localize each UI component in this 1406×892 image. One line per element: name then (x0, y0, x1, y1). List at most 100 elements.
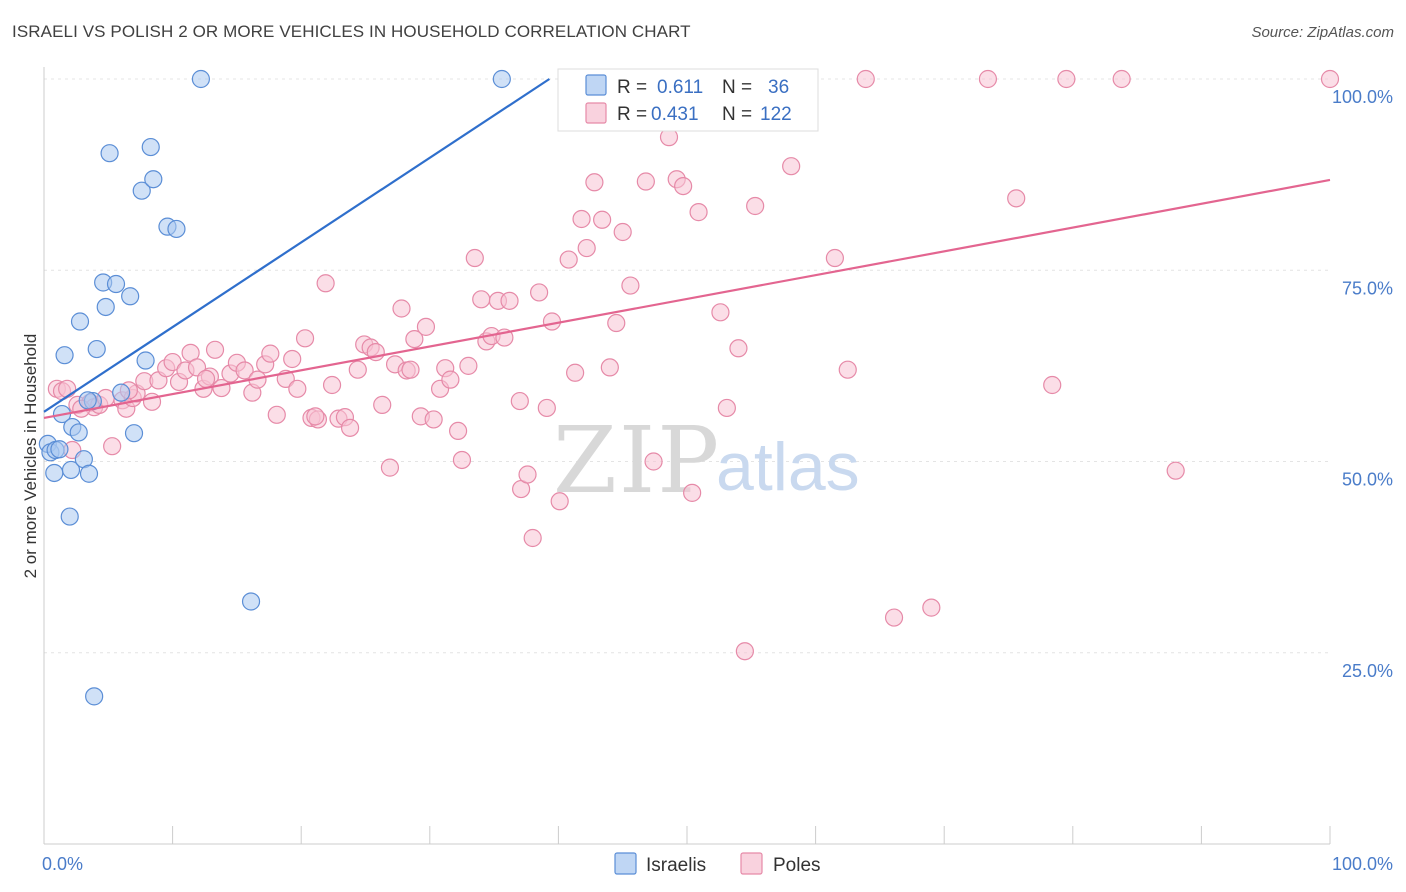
poles-point (550, 492, 569, 511)
legend-n-label-israelis: N = (722, 77, 752, 98)
poles-point (711, 303, 730, 322)
israelis-point (132, 181, 151, 200)
poles-point (401, 360, 420, 379)
israelis-point (121, 287, 140, 306)
legend-r-value-israelis: 0.611 (657, 77, 703, 98)
israelis-point (61, 460, 81, 480)
israelis-point (50, 440, 69, 459)
poles-point (235, 361, 254, 380)
israelis-point (124, 424, 144, 443)
x-tick-label: 0.0% (42, 854, 83, 874)
watermark-atlas: atlas (716, 429, 860, 505)
poles-point (856, 69, 875, 89)
poles-point (416, 317, 436, 336)
bottom-legend-swatch-poles (740, 852, 763, 875)
series-legend: Israelis Poles (614, 852, 821, 876)
y-tick-label: 100.0% (1332, 87, 1393, 107)
x-tick-labels: 0.0% 100.0% (42, 854, 1393, 874)
israelis-point (87, 339, 106, 359)
poles-point (838, 360, 857, 379)
poles-point (922, 598, 941, 617)
israelis-point (45, 463, 64, 483)
poles-point (163, 352, 182, 372)
x-tick-label: 100.0% (1332, 854, 1393, 874)
poles-point (405, 330, 424, 349)
poles-point (500, 291, 519, 310)
poles-point (518, 465, 537, 484)
poles-point (523, 528, 542, 548)
poles-point (452, 450, 472, 470)
israelis-point (167, 219, 186, 239)
poles-point (1112, 69, 1131, 89)
poles-point (674, 177, 693, 196)
y-tick-label: 50.0% (1342, 470, 1393, 490)
chart-source: Source: ZipAtlas.com (1251, 24, 1394, 41)
y-tick-labels: 100.0% 75.0% 50.0% 25.0% (1332, 87, 1393, 681)
poles-point (537, 398, 556, 418)
israelis-point (191, 69, 210, 89)
poles-point (559, 250, 578, 269)
chart-title: ISRAELI VS POLISH 2 OR MORE VEHICLES IN … (12, 22, 691, 41)
poles-point (261, 344, 280, 363)
legend-r-label-israelis: R = (617, 77, 647, 98)
poles-point (295, 329, 315, 348)
poles-point (283, 349, 302, 369)
poles-point (340, 418, 360, 437)
poles-point (103, 437, 122, 456)
poles-point (380, 458, 400, 477)
poles-point (572, 209, 591, 229)
poles-point (729, 339, 748, 358)
poles-point (746, 196, 765, 216)
poles-point (348, 360, 367, 379)
poles-point (212, 378, 231, 398)
poles-point (577, 238, 596, 258)
poles-point (1007, 189, 1026, 208)
israelis-point (78, 391, 97, 410)
bottom-legend-label-poles: Poles (773, 855, 821, 876)
israelis-point (60, 507, 79, 526)
y-tick-label: 25.0% (1342, 661, 1393, 681)
poles-point (1166, 461, 1185, 480)
poles-point (1057, 69, 1076, 89)
israelis-trendline (43, 78, 551, 413)
poles-point (288, 379, 307, 398)
legend-r-value-poles: 0.431 (651, 104, 699, 125)
legend-swatch-poles (585, 102, 607, 124)
poles-point (322, 375, 342, 395)
israelis-point (85, 687, 104, 706)
poles-point (510, 391, 529, 411)
israelis-point (112, 383, 131, 402)
poles-point (441, 370, 460, 389)
poles-point (884, 608, 904, 627)
legend-swatch-israelis (585, 74, 607, 96)
poles-point (566, 363, 585, 382)
israelis-point (141, 137, 160, 157)
poles-point (465, 248, 484, 268)
poles-point (196, 369, 216, 388)
poles-point (1043, 375, 1062, 395)
israelis-point (55, 346, 74, 365)
poles-point (717, 398, 736, 418)
poles-point (782, 157, 801, 176)
poles-trendline (43, 178, 1331, 419)
poles-point (735, 642, 754, 661)
poles-point (58, 379, 77, 398)
poles-point (472, 290, 491, 309)
axes (43, 67, 1331, 845)
israelis-points (38, 69, 622, 706)
poles-point (644, 452, 663, 471)
poles-point (542, 312, 562, 331)
trendlines (43, 78, 1331, 419)
poles-point (621, 276, 640, 295)
israelis-point (96, 297, 115, 317)
y-tick-label: 75.0% (1342, 278, 1393, 298)
poles-point (316, 274, 335, 293)
poles-point (683, 483, 702, 502)
israelis-point (100, 144, 119, 163)
israelis-point (492, 69, 511, 89)
legend-n-label-poles: N = (722, 104, 752, 125)
israelis-point (241, 592, 261, 611)
israelis-point (69, 423, 88, 442)
poles-point (424, 410, 443, 429)
